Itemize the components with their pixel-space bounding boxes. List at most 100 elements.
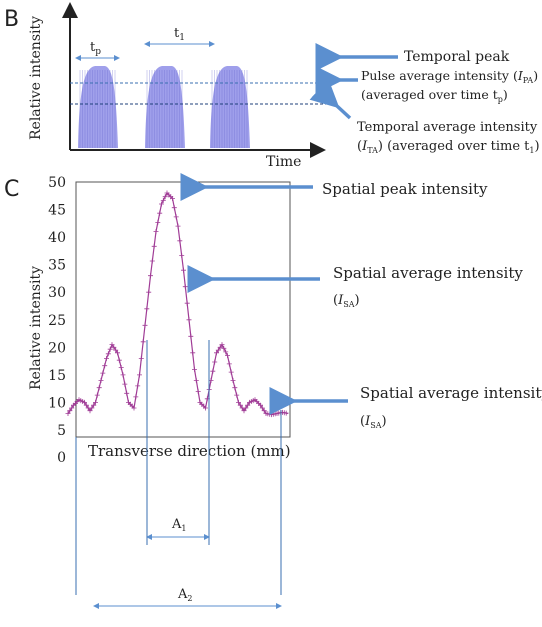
c-y-tick-label: 25 <box>48 313 66 329</box>
c-curve-point <box>192 366 197 372</box>
c-curve-point <box>105 351 111 357</box>
c-curve-point <box>131 405 137 411</box>
c-curve-point <box>214 350 219 356</box>
c-curve-point <box>182 284 188 290</box>
c-y-axis-label: Relative intensity <box>28 266 44 390</box>
c-curve-point <box>160 197 166 203</box>
c-curve-point <box>225 353 230 359</box>
c-curve-point <box>177 238 183 244</box>
tp-label: tp <box>90 40 101 57</box>
c-y-tick-label: 0 <box>57 450 66 466</box>
c-curve-point <box>102 363 108 369</box>
pulse-2 <box>145 66 185 148</box>
c-curve-point <box>215 347 221 353</box>
c-curve-point <box>148 273 153 279</box>
c-curve-point <box>116 357 122 363</box>
pulse-average-label-line1: Pulse average intensity (IPA) <box>361 68 538 85</box>
pulse-train <box>78 66 250 148</box>
pulse-1 <box>78 66 118 148</box>
c-curve-point <box>155 219 161 225</box>
c-curve-point <box>181 267 186 273</box>
temporal-peak-label: Temporal peak <box>404 49 510 65</box>
c-curve-point <box>230 377 236 383</box>
panel-c-letter: C <box>4 177 19 202</box>
c-curve-point <box>210 368 216 374</box>
c-curve-point <box>157 210 163 216</box>
c-y-tick-label: 10 <box>48 395 66 411</box>
c-curve-point <box>120 372 126 378</box>
c-curve-point <box>190 350 196 356</box>
c-curve-point <box>133 394 139 400</box>
c-curve-point <box>259 405 265 411</box>
temporal-average-arrow <box>309 79 352 120</box>
c-curve-point <box>184 300 190 306</box>
c-curve-point <box>219 342 225 348</box>
c-curve-point <box>124 390 130 396</box>
c-curve-point <box>241 408 247 414</box>
c-curve-point <box>140 339 146 345</box>
c-curve-point <box>107 346 113 352</box>
spatial-average-symbol-2: (ISA) <box>360 414 387 430</box>
c-curve-point <box>122 381 128 387</box>
c-y-tick-label: 50 <box>48 175 66 191</box>
c-curve-point <box>234 392 240 398</box>
c-curve-point <box>226 361 232 367</box>
c-curve-point <box>144 306 150 312</box>
c-curve-point <box>113 347 119 353</box>
c-curve-point <box>87 408 93 414</box>
c-y-tick-label: 15 <box>48 368 66 384</box>
c-y-tick-label: 20 <box>48 340 66 356</box>
temporal-average-label-line2: (ITA) (averaged over time t1) <box>357 139 540 155</box>
c-curve-point <box>223 349 229 355</box>
c-curve-point <box>67 408 73 414</box>
c-curve-point <box>243 405 249 411</box>
c-curve-point <box>171 205 177 211</box>
c-curve-point <box>153 229 159 235</box>
spatial-average-label-2: Spatial average intensity <box>360 384 542 402</box>
temporal-average-label-line1: Temporal average intensity <box>357 120 538 135</box>
c-curve-point <box>137 372 142 378</box>
c-curve-point <box>94 392 100 398</box>
c-curve-point <box>138 355 144 361</box>
c-curve-point <box>142 322 148 328</box>
panel-b-letter: B <box>4 7 19 32</box>
c-curve-point <box>82 399 87 405</box>
c-curve-point <box>65 411 71 416</box>
c-curve-point <box>104 355 109 361</box>
a2-label: A2 <box>177 587 192 603</box>
c-curve-point <box>175 223 181 229</box>
c-curve-point <box>195 388 201 394</box>
c-curve-point <box>245 402 251 408</box>
b-y-axis-label: Relative intensity <box>28 16 44 140</box>
c-curve-point <box>188 333 194 339</box>
spatial-peak-label: Spatial peak intensity <box>322 180 488 198</box>
c-curve-point <box>111 344 117 350</box>
c-curve-point <box>228 369 234 375</box>
c-curve-point <box>203 405 208 411</box>
c-curve-point <box>212 359 218 365</box>
b-x-axis-label: Time <box>266 154 301 170</box>
c-y-tick-label: 30 <box>48 285 66 301</box>
c-curve-point <box>91 402 97 408</box>
c-curve-point <box>146 289 152 295</box>
c-curve-point <box>232 385 238 391</box>
c-plot-frame <box>75 181 291 438</box>
c-curve-point <box>159 201 164 207</box>
c-curve <box>65 190 289 418</box>
c-curve-point <box>109 342 115 348</box>
c-curve-point <box>83 402 89 408</box>
c-curve-point <box>173 214 179 220</box>
c-curve-point <box>93 399 98 405</box>
c-curve-point <box>186 317 192 323</box>
c-curve-point <box>89 405 95 411</box>
c-curve-point <box>149 258 155 264</box>
c-curve-point <box>69 405 75 411</box>
c-curve-point <box>96 385 102 391</box>
c-curve-point <box>98 377 104 383</box>
c-curve-point <box>162 194 168 200</box>
c-curve-point <box>261 408 267 414</box>
pulse-average-label-line2: (averaged over time tp) <box>361 87 508 104</box>
c-x-axis-label: Transverse direction (mm) <box>88 442 291 460</box>
